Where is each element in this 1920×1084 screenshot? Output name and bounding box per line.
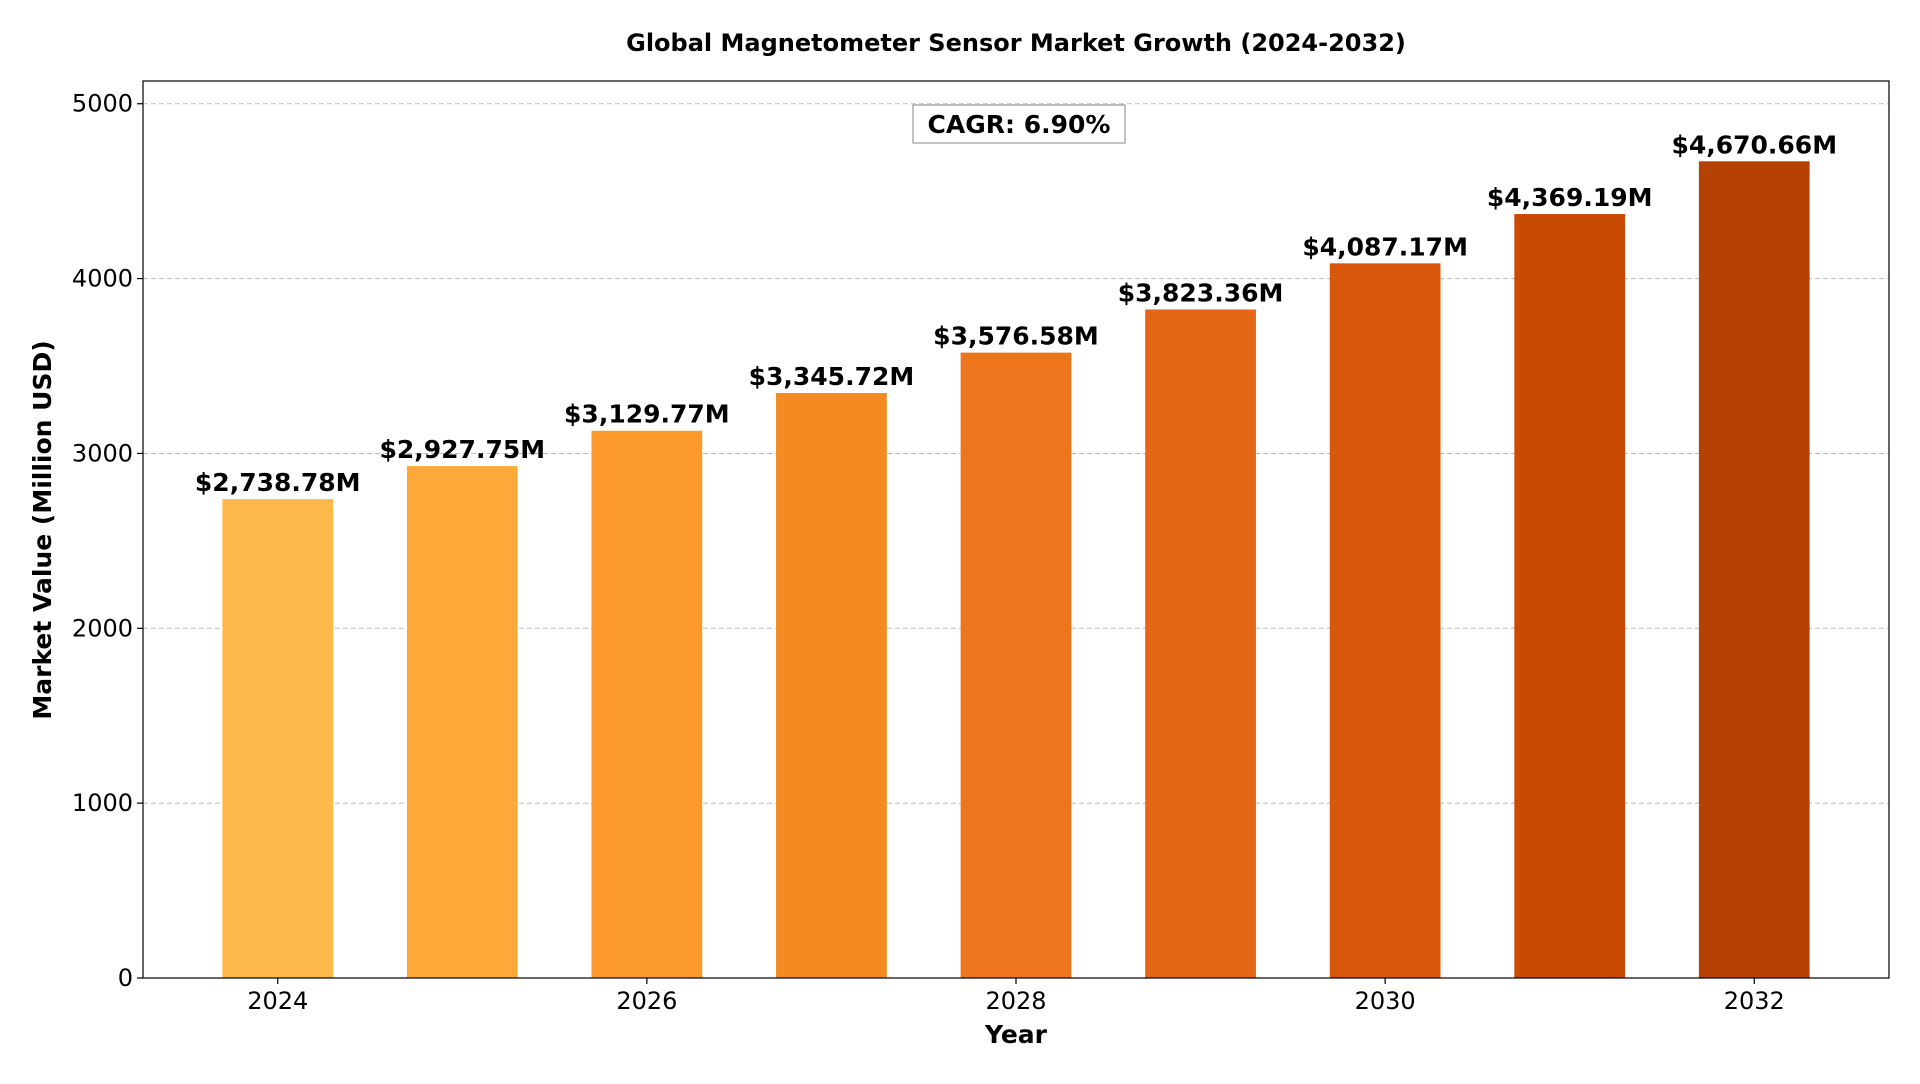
data-labels: $2,738.78M $2,927.75M $3,129.77M $3,345.72M…: [195, 130, 1837, 497]
y-axis-label: Market Value (Million USD): [28, 340, 57, 719]
data-label: $3,345.72M: [749, 362, 915, 391]
y-tick-label: 1000: [72, 789, 133, 817]
bar: [1145, 309, 1256, 979]
y-tick-label: 0: [118, 964, 133, 992]
bar: [1329, 263, 1441, 979]
cagr-text: CAGR: 6.90%: [928, 110, 1111, 139]
data-label: $2,927.75M: [379, 435, 545, 464]
data-label: $4,087.17M: [1302, 232, 1468, 261]
bar: [222, 499, 334, 978]
x-tick-label: 2028: [985, 987, 1046, 1015]
bar: [960, 352, 1072, 978]
bar: [1514, 214, 1626, 978]
bars: [222, 161, 1810, 979]
y-tick-label: 4000: [72, 265, 133, 293]
chart-title: Global Magnetometer Sensor Market Growth…: [626, 29, 1406, 57]
x-axis-label: Year: [984, 1020, 1048, 1049]
x-axis-ticks: 2024 2026 2028 2030 2032: [247, 978, 1785, 1015]
y-axis-ticks: 0 1000 2000 3000 4000 5000: [72, 90, 143, 992]
x-tick-label: 2032: [1724, 987, 1785, 1015]
x-tick-label: 2030: [1355, 987, 1416, 1015]
data-label: $3,129.77M: [564, 400, 730, 429]
data-label: $3,823.36M: [1118, 278, 1284, 307]
cagr-annotation: CAGR: 6.90%: [912, 104, 1126, 144]
bar: [591, 430, 703, 979]
y-tick-label: 5000: [72, 90, 133, 118]
data-label: $3,576.58M: [933, 322, 1099, 351]
y-tick-label: 3000: [72, 439, 133, 467]
y-tick-label: 2000: [72, 614, 133, 642]
bar: [406, 466, 518, 978]
data-label: $4,369.19M: [1487, 183, 1653, 212]
bar: [776, 392, 887, 978]
data-label: $2,738.78M: [195, 468, 361, 497]
data-label: $4,670.66M: [1671, 130, 1837, 159]
x-tick-label: 2026: [616, 987, 677, 1015]
x-tick-label: 2024: [247, 987, 308, 1015]
bar: [1698, 161, 1810, 978]
